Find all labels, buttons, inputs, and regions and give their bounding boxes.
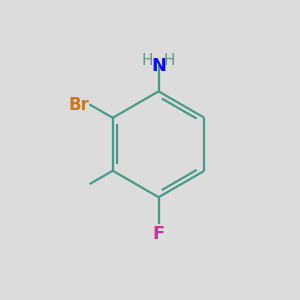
Text: Br: Br <box>68 96 89 114</box>
Text: N: N <box>151 57 166 75</box>
Text: F: F <box>152 225 165 243</box>
Text: H: H <box>142 53 154 68</box>
Text: H: H <box>164 53 175 68</box>
